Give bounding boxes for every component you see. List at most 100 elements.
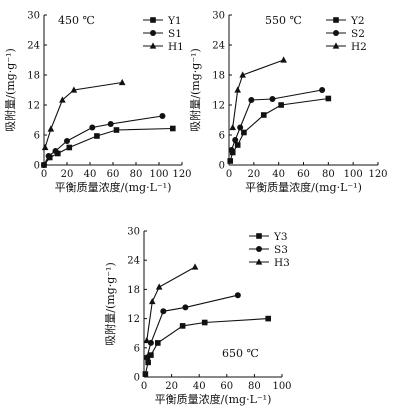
y-tick-label: 30 xyxy=(27,11,40,22)
y-tick-label: 18 xyxy=(27,71,40,82)
data-point-S2 xyxy=(319,87,326,93)
legend-label-H1: H1 xyxy=(168,41,184,53)
series-S1 xyxy=(41,113,166,168)
series-Y1 xyxy=(41,125,176,168)
data-point-Y1 xyxy=(170,125,176,132)
y-tick-label: 6 xyxy=(134,343,140,354)
x-tick-label: 60 xyxy=(107,169,120,180)
data-point-S3 xyxy=(234,292,241,299)
x-tick-label: 40 xyxy=(272,169,285,180)
series-S3 xyxy=(143,292,241,361)
data-point-Y1 xyxy=(66,144,73,151)
x-axis-title: 平衡质量浓度/(mg·L⁻¹) xyxy=(155,392,272,406)
data-point-S1 xyxy=(41,162,47,168)
temperature-label: 450 ℃ xyxy=(58,14,95,27)
data-point-H2 xyxy=(229,123,237,131)
panel-450: 0 6 12 18 24 30 0 20 40 60 80 100 120平衡质量浓度/(mg·L⁻¹)… xyxy=(3,11,192,195)
data-point-H1 xyxy=(59,96,66,103)
data-point-Y1 xyxy=(55,150,61,157)
x-tick-label: 60 xyxy=(220,381,233,392)
y-tick-label: 0 xyxy=(134,373,140,384)
legend-marker-S1 xyxy=(150,30,156,36)
series-line-S1 xyxy=(43,115,163,166)
x-tick-label: 120 xyxy=(172,169,191,180)
data-point-S1 xyxy=(89,124,96,131)
x-tick-label: 80 xyxy=(248,381,261,392)
x-tick-label: 100 xyxy=(344,169,363,180)
legend-marker-H1 xyxy=(149,42,157,49)
y-tick-label: 6 xyxy=(34,131,40,142)
x-tick-label: 0 xyxy=(41,169,47,180)
x-axis-title: 平衡质量浓度/(mg·L⁻¹) xyxy=(55,180,172,194)
y-axis-title: 吸附量/(mg·g⁻¹) xyxy=(188,48,202,132)
y-tick-label: 30 xyxy=(212,11,225,22)
data-point-H3 xyxy=(191,263,199,270)
x-tick-label: 80 xyxy=(130,169,143,180)
temperature-label: 550 ℃ xyxy=(265,14,302,27)
data-point-S3 xyxy=(147,339,154,346)
legend-marker-Y3 xyxy=(256,233,262,239)
data-point-H3 xyxy=(148,297,156,305)
legend-marker-S3 xyxy=(256,246,262,252)
data-point-Y3 xyxy=(201,319,208,326)
series-S2 xyxy=(228,87,326,153)
x-tick-label: 40 xyxy=(84,169,97,180)
data-point-Y2 xyxy=(278,102,284,108)
data-point-S2 xyxy=(237,124,244,131)
x-tick-label: 0 xyxy=(226,169,232,180)
data-point-H1 xyxy=(118,78,126,86)
legend-marker-H2 xyxy=(332,42,340,49)
x-tick-label: 20 xyxy=(247,169,260,180)
data-point-S2 xyxy=(228,147,235,153)
data-point-Y2 xyxy=(234,142,241,148)
y-tick-label: 12 xyxy=(127,314,140,325)
legend-label-Y2: Y2 xyxy=(350,15,365,27)
legend-marker-H3 xyxy=(255,258,263,265)
data-point-H1 xyxy=(70,86,78,93)
y-tick-label: 24 xyxy=(212,41,225,52)
data-point-Y3 xyxy=(142,371,149,377)
y-axis-title: 吸附量/(mg·g⁻¹) xyxy=(103,262,117,346)
data-point-S2 xyxy=(269,96,276,102)
data-point-S3 xyxy=(182,304,189,311)
y-tick-label: 12 xyxy=(27,101,40,112)
x-tick-label: 80 xyxy=(322,169,335,180)
series-line-S2 xyxy=(230,89,323,151)
data-point-Y3 xyxy=(148,352,154,358)
data-point-H2 xyxy=(234,86,241,93)
x-tick-label: 40 xyxy=(193,381,206,392)
legend-label-Y3: Y3 xyxy=(273,231,288,243)
x-tick-label: 20 xyxy=(61,169,74,180)
series-line-H1 xyxy=(44,81,123,148)
legend-label-S1: S1 xyxy=(168,28,182,40)
y-tick-label: 30 xyxy=(127,227,140,238)
data-point-S2 xyxy=(232,137,239,143)
legend-marker-Y2 xyxy=(333,17,339,23)
data-point-Y3 xyxy=(179,323,186,329)
data-point-S1 xyxy=(107,121,114,127)
series-Y3 xyxy=(142,315,271,377)
data-point-H3 xyxy=(155,283,163,290)
data-point-S1 xyxy=(52,148,59,154)
x-tick-label: 100 xyxy=(272,381,291,392)
series-H2 xyxy=(229,56,287,131)
data-point-H2 xyxy=(239,71,246,78)
series-line-Y1 xyxy=(43,127,173,166)
x-tick-label: 120 xyxy=(368,169,387,180)
y-tick-label: 0 xyxy=(34,161,40,172)
legend-label-S3: S3 xyxy=(274,244,288,256)
legend-label-H2: H2 xyxy=(351,41,367,53)
y-tick-label: 6 xyxy=(219,131,225,142)
data-point-S3 xyxy=(160,308,167,315)
data-point-H3 xyxy=(143,336,151,344)
data-point-Y2 xyxy=(241,129,247,136)
data-point-S1 xyxy=(64,138,70,144)
data-point-S1 xyxy=(159,113,166,119)
series-line-H2 xyxy=(232,59,284,128)
data-point-Y1 xyxy=(94,133,100,139)
panel-550: 0 6 12 18 24 30 0 20 40 60 80 100 120 平衡质量浓度/(mg·L⁻¹)… xyxy=(188,11,388,195)
legend-label-H3: H3 xyxy=(274,257,290,269)
legend-marker-Y1 xyxy=(150,17,156,23)
